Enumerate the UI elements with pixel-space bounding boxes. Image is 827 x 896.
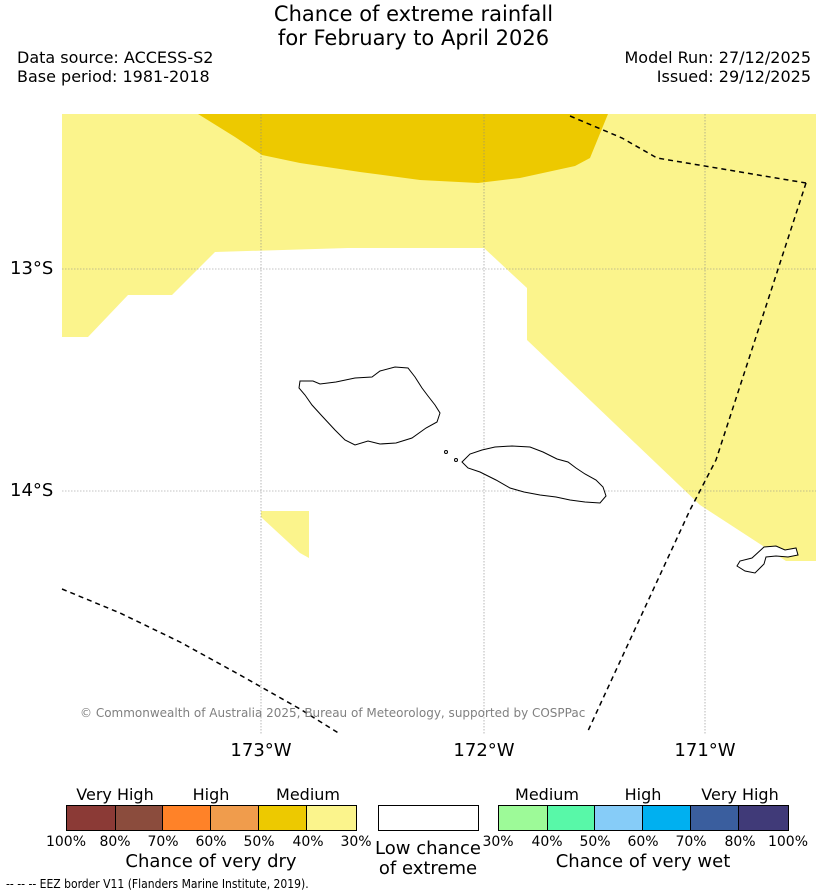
legend-wet-swatch — [643, 806, 691, 830]
legend-wet-tick: 70% — [675, 834, 707, 850]
legend-wet-swatch — [690, 806, 740, 830]
legend-low-chance-caption: Low chance of extreme — [375, 839, 481, 879]
data-source: Data source: ACCESS-S2 — [17, 48, 214, 67]
eez-footnote: -- -- -- EEZ border V11 (Flanders Marine… — [6, 877, 309, 891]
legend-wet-caption: Chance of very wet — [555, 851, 731, 872]
island-apolima — [454, 458, 458, 462]
legend-wet-tick: 40% — [531, 834, 563, 850]
legend-dry-group-high: High — [192, 785, 230, 804]
meta-right: Model Run: 27/12/2025 Issued: 29/12/2025 — [625, 48, 812, 86]
legend-wet-tick: 80% — [724, 834, 756, 850]
lat-label-13s: 13°S — [10, 258, 54, 279]
legend-dry-tick: 60% — [195, 834, 227, 850]
legend-wet-group-very-high: Very High — [701, 785, 779, 804]
title-line-2: for February to April 2026 — [277, 26, 550, 50]
legend-wet-group-medium: Medium — [515, 785, 579, 804]
copyright-notice: © Commonwealth of Australia 2025, Bureau… — [80, 706, 586, 720]
legend-dry-tick: 50% — [243, 834, 275, 850]
medium-high-dry-region — [198, 114, 608, 183]
legend-dry-swatch — [211, 806, 259, 830]
lon-label-172w: 172°W — [453, 740, 515, 761]
legend-dry-tick: 40% — [292, 834, 324, 850]
legend-wet-swatch — [547, 806, 596, 830]
legend-dry-caption: Chance of very dry — [125, 851, 297, 872]
legend-wet-swatch — [499, 806, 548, 830]
lon-label-173w: 173°W — [230, 740, 292, 761]
legend-wet-group-high: High — [624, 785, 662, 804]
legend-wet-tick: 60% — [627, 834, 659, 850]
legend-dry-tick: 70% — [147, 834, 179, 850]
model-run: Model Run: 27/12/2025 — [624, 48, 812, 67]
legend-wet-swatch — [739, 806, 789, 830]
medium-dry-patch — [261, 511, 309, 558]
eez-southwest — [61, 588, 341, 735]
legend-dry-tick: 30% — [340, 834, 372, 850]
legend-dry-swatch — [258, 806, 308, 830]
legend-dry-group-medium: Medium — [276, 785, 340, 804]
islands — [298, 366, 799, 574]
gridlines — [62, 114, 816, 735]
lat-label-14s: 14°S — [10, 480, 54, 501]
legend-wet-tick: 30% — [482, 834, 514, 850]
legend-dry-swatch — [163, 806, 212, 830]
island-manono — [444, 450, 448, 454]
legend-dry-tick: 80% — [99, 834, 131, 850]
island-savaii — [298, 366, 441, 446]
medium-dry-region — [62, 114, 816, 561]
legend-dry-swatch — [67, 806, 116, 830]
legend-dry-colorbar — [66, 805, 357, 831]
eez-borders — [61, 115, 807, 735]
legend-low-caption-line-2: of extreme — [378, 858, 478, 879]
legend-low-chance-swatch — [378, 805, 479, 831]
legend-wet-colorbar — [498, 805, 789, 831]
legend-wet-tick: 50% — [579, 834, 611, 850]
legend-wet-swatch — [595, 806, 644, 830]
legend-low-caption-line-1: Low chance — [375, 838, 481, 859]
island-tutuila — [736, 545, 799, 574]
issued-date: Issued: 29/12/2025 — [656, 67, 811, 86]
legend-dry-swatch — [115, 806, 164, 830]
legend-wet-tick: 100% — [767, 834, 809, 850]
meta-left: Data source: ACCESS-S2 Base period: 1981… — [17, 48, 213, 86]
eez-north — [569, 115, 807, 184]
chart-title: Chance of extreme rainfall for February … — [0, 2, 827, 50]
lon-label-171w: 171°W — [674, 740, 736, 761]
base-period: Base period: 1981-2018 — [17, 67, 210, 86]
legend-dry-swatch — [307, 806, 357, 830]
legend-dry-tick: 100% — [45, 834, 87, 850]
island-upolu — [461, 445, 607, 504]
eez-east — [586, 182, 807, 734]
legend-dry-group-very-high: Very High — [76, 785, 154, 804]
title-line-1: Chance of extreme rainfall — [273, 2, 554, 26]
